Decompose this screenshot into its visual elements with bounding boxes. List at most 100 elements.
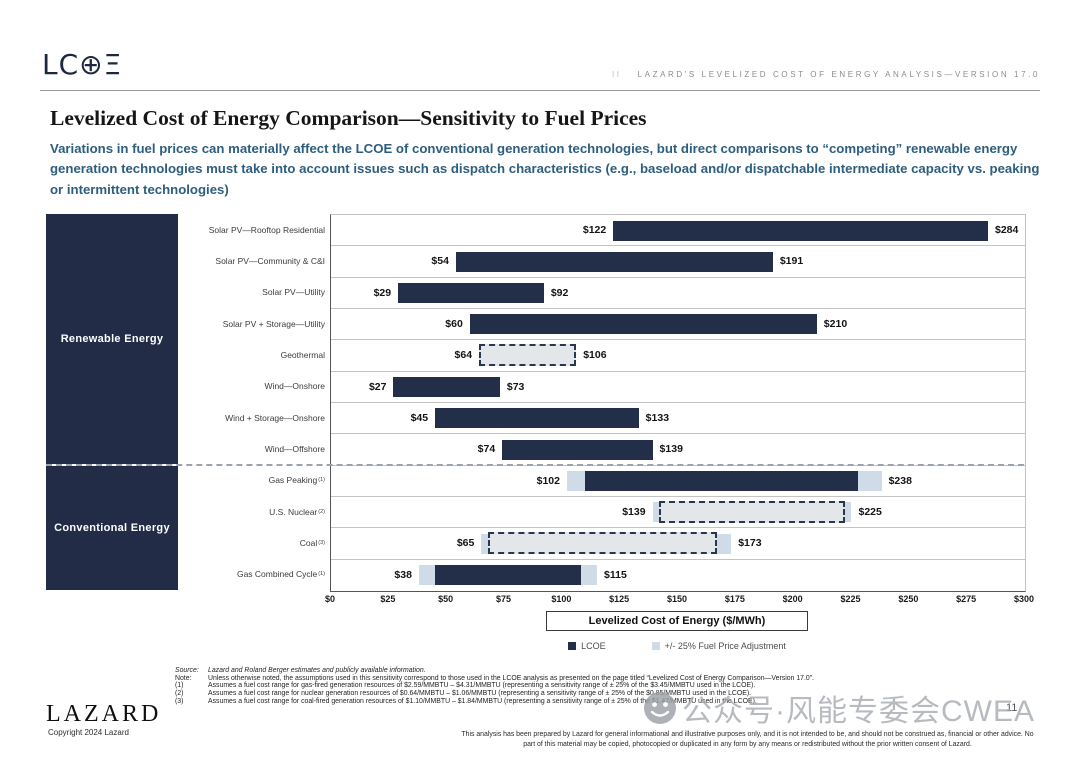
footnotes: Source: Lazard and Roland Berger estimat… bbox=[175, 667, 1035, 706]
lcoe-bar bbox=[398, 283, 544, 304]
header-banner-text: LAZARD'S LEVELIZED COST OF ENERGY ANALYS… bbox=[637, 70, 1040, 79]
fuel-adjustment-swatch-icon bbox=[651, 642, 660, 650]
footnote-label: (2) bbox=[175, 690, 184, 698]
footnote-source: Source: Lazard and Roland Berger estimat… bbox=[175, 667, 1035, 675]
low-value-label: $102 bbox=[536, 474, 560, 487]
lcoe-bar bbox=[435, 408, 639, 429]
x-axis-tick-label: $300 bbox=[1013, 594, 1035, 604]
chart-row: $64 $106 bbox=[331, 340, 1025, 372]
high-value-label: $139 bbox=[659, 443, 683, 456]
footnote-text: Assumes a fuel cost range for gas-fired … bbox=[208, 682, 756, 690]
footnote-text: Lazard and Roland Berger estimates and p… bbox=[208, 667, 426, 674]
lcoe-bar bbox=[455, 251, 773, 272]
high-value-label: $173 bbox=[738, 537, 762, 550]
high-value-label: $92 bbox=[550, 286, 569, 299]
high-value-label: $73 bbox=[506, 380, 525, 393]
low-value-label: $74 bbox=[477, 443, 496, 456]
wechat-smiley-icon bbox=[644, 692, 676, 724]
high-value-label: $106 bbox=[583, 349, 607, 362]
x-axis-tick-label: $175 bbox=[724, 594, 745, 604]
lcoe-bar bbox=[585, 471, 859, 492]
low-value-label: $65 bbox=[456, 537, 475, 550]
chart-row: $29 $92 bbox=[331, 278, 1025, 309]
row-label: Geothermal bbox=[280, 349, 325, 360]
lcoe-bar bbox=[393, 377, 500, 398]
lcoe-logo: LC⊕Ξ bbox=[42, 48, 123, 81]
x-axis-tick-label: $275 bbox=[956, 594, 977, 604]
category-box-renewable-energy: Renewable Energy bbox=[46, 214, 178, 464]
plot-area: $122 $284 $54 $191 $29 $92 $60 $210 $64 $106 $27 $7… bbox=[330, 214, 1026, 592]
lcoe-bar bbox=[613, 220, 988, 241]
row-label: Gas Peaking (1) bbox=[268, 475, 325, 486]
lcoe-bar bbox=[659, 500, 845, 523]
page-subtitle: Variations in fuel prices can materially… bbox=[50, 141, 1040, 197]
watermark-text: 公众号·风能专委会CWEA bbox=[682, 695, 1035, 728]
row-label: Wind—Offshore bbox=[264, 443, 325, 454]
x-axis-tick-label: $100 bbox=[551, 594, 572, 604]
legend-item-fuel-adjustment: +/- 25% Fuel Price Adjustment bbox=[651, 641, 786, 651]
row-label: Solar PV—Rooftop Residential bbox=[208, 224, 325, 235]
footnote-2: (2) Assumes a fuel cost range for nuclea… bbox=[175, 690, 1035, 698]
x-axis-tick-label: $75 bbox=[495, 594, 512, 604]
footnote-1: (1) Assumes a fuel cost range for gas-fi… bbox=[175, 682, 1035, 690]
chart-row: $65 $173 bbox=[331, 528, 1025, 560]
footnote-label: Source: bbox=[175, 667, 199, 674]
chart-row: $45 $133 bbox=[331, 403, 1025, 435]
x-axis-tick-label: $225 bbox=[840, 594, 861, 604]
page-title: Levelized Cost of Energy Comparison—Sens… bbox=[50, 106, 647, 130]
lcoe-swatch-icon bbox=[568, 642, 577, 650]
row-label: Coal (3) bbox=[299, 537, 325, 548]
footnote-note: Note: Unless otherwise noted, the assump… bbox=[175, 675, 1035, 683]
high-value-label: $191 bbox=[779, 255, 804, 268]
watermark: 公众号·风能专委会CWEA bbox=[642, 686, 1035, 730]
header-banner: II LAZARD'S LEVELIZED COST OF ENERGY ANAL… bbox=[612, 70, 1040, 79]
row-label: U.S. Nuclear (2) bbox=[269, 506, 325, 517]
chart-row: $54 $191 bbox=[331, 246, 1025, 278]
footnote-text: Assumes a fuel cost range for coal-fired… bbox=[208, 697, 757, 705]
high-value-label: $238 bbox=[888, 474, 912, 487]
copyright: Copyright 2024 Lazard bbox=[48, 728, 129, 737]
high-value-label: $225 bbox=[858, 505, 882, 518]
x-axis-label-wrap: Levelized Cost of Energy ($/MWh) bbox=[330, 611, 1024, 631]
chart-row: $38 $115 bbox=[331, 560, 1025, 591]
low-value-label: $139 bbox=[622, 505, 646, 518]
lcoe-bar bbox=[479, 344, 577, 367]
footnote-text: Unless otherwise noted, the assumptions … bbox=[208, 674, 814, 682]
lcoe-bar bbox=[435, 565, 581, 586]
footnote-3: (3) Assumes a fuel cost range for coal-f… bbox=[175, 698, 1035, 706]
x-axis-tick-label: $50 bbox=[438, 594, 454, 604]
footnote-text: Assumes a fuel cost range for nuclear ge… bbox=[208, 690, 752, 698]
section-marker: II bbox=[611, 70, 622, 79]
renewable-conventional-separator bbox=[46, 464, 1024, 466]
category-box-conventional-energy: Conventional Energy bbox=[46, 466, 178, 590]
low-value-label: $29 bbox=[373, 286, 392, 299]
low-value-label: $60 bbox=[445, 317, 463, 330]
low-value-label: $54 bbox=[431, 255, 449, 268]
chart-row: $27 $73 bbox=[331, 372, 1025, 403]
x-axis-tick-label: $150 bbox=[666, 594, 688, 604]
high-value-label: $210 bbox=[823, 317, 848, 330]
row-label: Solar PV—Community & C&I bbox=[215, 255, 325, 266]
lazard-logo: LAZARD bbox=[46, 701, 162, 727]
low-value-label: $38 bbox=[394, 568, 412, 581]
chart-row: $74 $139 bbox=[331, 434, 1025, 466]
footnote-label: (3) bbox=[175, 697, 184, 705]
legend-label: LCOE bbox=[581, 641, 606, 651]
legend-label: +/- 25% Fuel Price Adjustment bbox=[664, 641, 786, 651]
chart-legend: LCOE +/- 25% Fuel Price Adjustment bbox=[330, 641, 1024, 651]
lcoe-bar bbox=[469, 314, 817, 335]
chart-row: $102 $238 bbox=[331, 466, 1025, 497]
high-value-label: $284 bbox=[994, 224, 1019, 236]
legend-item-lcoe: LCOE bbox=[568, 641, 606, 651]
disclaimer: This analysis has been prepared by Lazar… bbox=[461, 731, 1034, 749]
footnote-label: (1) bbox=[175, 682, 184, 690]
x-axis-tick-label: $125 bbox=[609, 594, 630, 604]
footnote-label: Note: bbox=[175, 674, 192, 682]
chart-row: $139 $225 bbox=[331, 497, 1025, 529]
row-label: Solar PV—Utility bbox=[262, 287, 325, 298]
page-number: 11 bbox=[1006, 702, 1018, 714]
x-axis-tick-label: $0 bbox=[324, 594, 336, 604]
high-value-label: $133 bbox=[645, 411, 670, 424]
high-value-label: $115 bbox=[604, 568, 627, 581]
